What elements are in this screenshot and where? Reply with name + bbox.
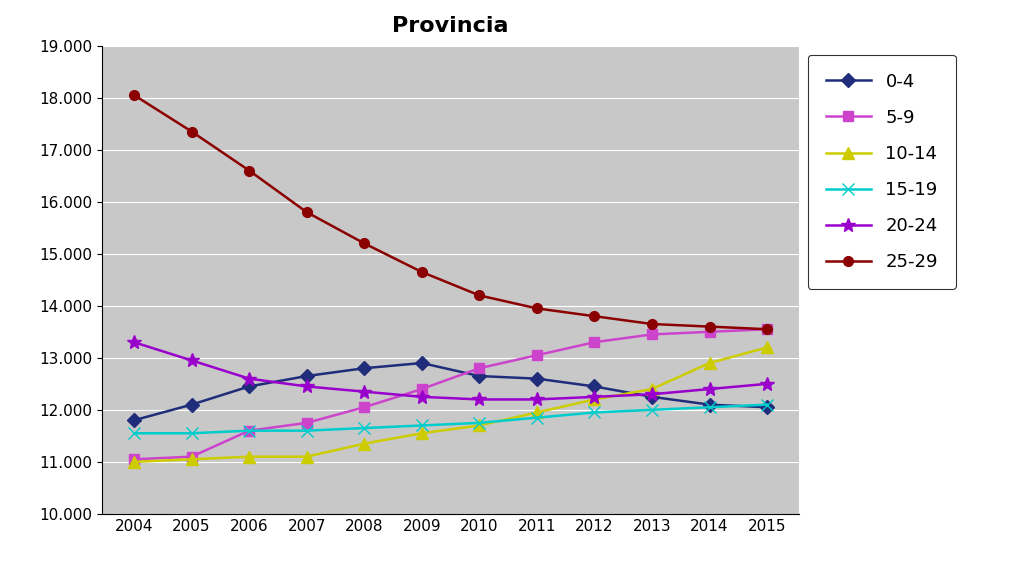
25-29 — [761, 326, 773, 333]
20-24 — [416, 393, 428, 400]
15-19 — [416, 422, 428, 429]
0-4 — [646, 393, 658, 400]
5-9 — [416, 385, 428, 392]
10-14 — [473, 422, 485, 429]
25-29 — [588, 313, 600, 320]
15-19 — [243, 427, 255, 434]
5-9 — [473, 365, 485, 372]
20-24 — [473, 396, 485, 403]
10-14 — [301, 453, 313, 460]
20-24 — [243, 375, 255, 382]
5-9 — [358, 404, 371, 411]
20-24 — [761, 380, 773, 387]
15-19 — [530, 414, 543, 421]
Line: 15-19: 15-19 — [128, 399, 773, 439]
25-29 — [301, 209, 313, 216]
15-19 — [703, 404, 716, 411]
25-29 — [703, 323, 716, 330]
Title: Provincia: Provincia — [392, 16, 509, 36]
Line: 10-14: 10-14 — [128, 342, 773, 468]
15-19 — [761, 401, 773, 408]
0-4 — [243, 383, 255, 390]
25-29 — [530, 305, 543, 312]
5-9 — [530, 352, 543, 359]
0-4 — [530, 375, 543, 382]
0-4 — [128, 417, 140, 424]
15-19 — [301, 427, 313, 434]
15-19 — [128, 430, 140, 437]
0-4 — [588, 383, 600, 390]
20-24 — [703, 385, 716, 392]
15-19 — [185, 430, 198, 437]
20-24 — [358, 388, 371, 395]
10-14 — [358, 440, 371, 447]
15-19 — [646, 407, 658, 413]
Line: 20-24: 20-24 — [127, 335, 774, 407]
5-9 — [761, 326, 773, 333]
25-29 — [358, 240, 371, 247]
25-29 — [243, 167, 255, 174]
0-4 — [416, 360, 428, 367]
0-4 — [703, 401, 716, 408]
Legend: 0-4, 5-9, 10-14, 15-19, 20-24, 25-29: 0-4, 5-9, 10-14, 15-19, 20-24, 25-29 — [808, 55, 956, 289]
10-14 — [185, 456, 198, 463]
10-14 — [588, 396, 600, 403]
10-14 — [128, 459, 140, 465]
10-14 — [416, 430, 428, 437]
0-4 — [301, 373, 313, 380]
Line: 5-9: 5-9 — [129, 324, 772, 464]
0-4 — [358, 365, 371, 372]
20-24 — [185, 357, 198, 364]
5-9 — [128, 456, 140, 463]
20-24 — [128, 339, 140, 345]
0-4 — [185, 401, 198, 408]
25-29 — [646, 320, 658, 327]
10-14 — [243, 453, 255, 460]
10-14 — [761, 344, 773, 351]
20-24 — [301, 383, 313, 390]
15-19 — [473, 420, 485, 427]
0-4 — [473, 373, 485, 380]
20-24 — [530, 396, 543, 403]
5-9 — [185, 453, 198, 460]
25-29 — [128, 92, 140, 99]
0-4 — [761, 404, 773, 411]
5-9 — [703, 328, 716, 335]
5-9 — [301, 420, 313, 427]
25-29 — [185, 128, 198, 135]
25-29 — [416, 268, 428, 275]
5-9 — [588, 339, 600, 345]
5-9 — [243, 427, 255, 434]
10-14 — [703, 360, 716, 367]
10-14 — [646, 385, 658, 392]
25-29 — [473, 292, 485, 299]
10-14 — [530, 409, 543, 416]
Line: 25-29: 25-29 — [129, 90, 772, 334]
20-24 — [646, 391, 658, 397]
20-24 — [588, 393, 600, 400]
15-19 — [358, 425, 371, 432]
15-19 — [588, 409, 600, 416]
Line: 0-4: 0-4 — [129, 358, 772, 425]
5-9 — [646, 331, 658, 338]
